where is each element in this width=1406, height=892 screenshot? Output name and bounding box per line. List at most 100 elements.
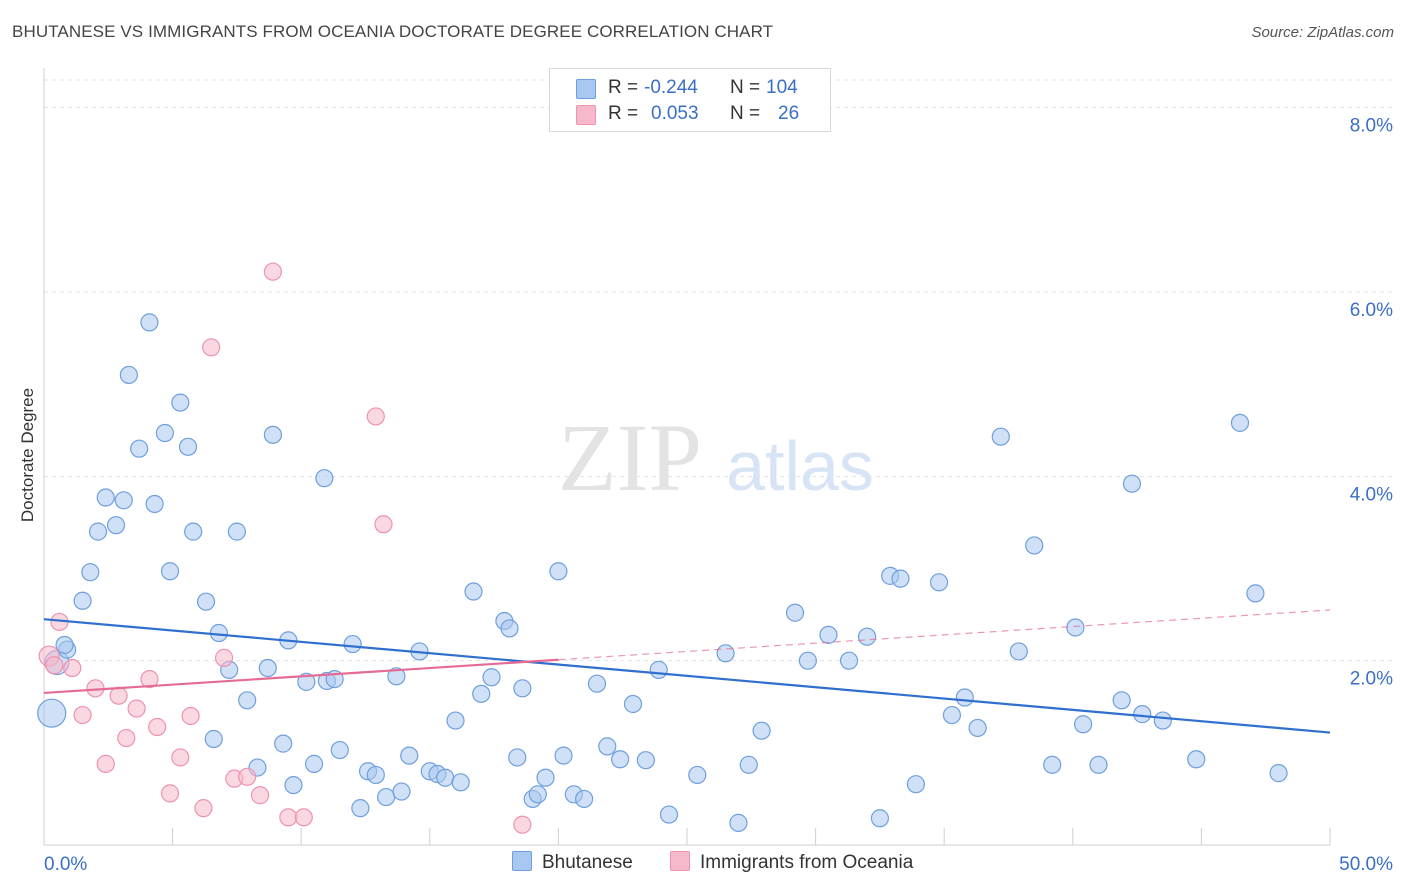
x-tick-label-min: 0.0% [44, 854, 87, 875]
data-point [636, 751, 655, 770]
data-point [117, 728, 136, 748]
legend-n-value: 104 [766, 77, 798, 98]
data-point [1089, 755, 1108, 774]
data-point [96, 754, 115, 773]
data-point [155, 423, 174, 443]
data-point [73, 591, 92, 610]
data-point [194, 799, 213, 818]
data-point [739, 755, 758, 774]
data-point [528, 785, 547, 804]
data-point [45, 656, 64, 675]
data-point [343, 634, 362, 654]
watermark: ZIP atlas [558, 404, 874, 511]
data-point [587, 674, 607, 693]
data-point [623, 694, 643, 714]
data-point [1122, 474, 1142, 493]
data-point [968, 718, 987, 738]
data-point [202, 338, 221, 357]
data-point [81, 563, 100, 582]
trend-line-oceania-extension [558, 609, 1331, 661]
data-point [376, 787, 396, 807]
data-point [374, 515, 393, 534]
bottom-legend-label: Bhutanese [542, 852, 633, 873]
data-point [73, 705, 92, 725]
legend-swatch-bhutanese [576, 79, 596, 99]
data-point [472, 684, 491, 703]
data-point [366, 407, 385, 426]
data-point [250, 786, 270, 805]
data-point [171, 393, 190, 412]
data-point [171, 748, 190, 767]
data-point [500, 619, 519, 638]
y-tick-label: 2.0% [1350, 669, 1393, 690]
data-point [729, 813, 748, 832]
data-point [119, 365, 138, 385]
trend-line-oceania [43, 658, 559, 695]
data-point [106, 516, 126, 535]
data-point [181, 706, 200, 726]
data-point [1133, 705, 1152, 724]
data-point [508, 748, 527, 767]
data-point [279, 808, 298, 827]
data-point [1187, 750, 1206, 769]
data-point [1246, 584, 1265, 603]
watermark-zip: ZIP [558, 404, 702, 511]
data-point [184, 522, 203, 541]
series-bhutanese-points [37, 313, 1288, 832]
gridlines [44, 79, 1392, 662]
legend-r-value: -0.244 [644, 77, 698, 98]
data-point [482, 668, 501, 687]
data-point [315, 469, 334, 488]
data-point [942, 705, 962, 725]
data-point [575, 789, 594, 809]
data-point [294, 808, 313, 827]
data-point [554, 746, 573, 765]
data-point [649, 660, 668, 679]
data-point [1073, 715, 1093, 734]
data-point [204, 729, 223, 749]
data-point [178, 437, 198, 456]
data-point [109, 686, 128, 705]
source-credit: Source: ZipAtlas.com [1251, 24, 1394, 41]
data-point [392, 782, 411, 801]
y-tick-label: 4.0% [1350, 484, 1393, 505]
data-point [263, 425, 283, 444]
data-point [160, 562, 180, 581]
data-point [752, 721, 771, 740]
bottom-legend-bhutanese: Bhutanese [512, 851, 633, 874]
data-point [870, 809, 890, 828]
data-point [55, 635, 74, 655]
data-point [1153, 711, 1172, 730]
data-point [148, 717, 167, 737]
bottom-legend-oceania: Immigrants from Oceania [670, 851, 913, 874]
data-point [513, 679, 532, 698]
data-point [436, 768, 455, 787]
series-oceania-points [38, 262, 532, 834]
data-point [513, 815, 532, 834]
bottom-legend-swatch [512, 851, 532, 871]
data-point [63, 658, 82, 678]
data-point [446, 711, 465, 730]
data-point [140, 313, 159, 332]
data-point [351, 799, 370, 818]
data-point [330, 740, 349, 760]
data-point [1112, 691, 1131, 710]
data-point [400, 746, 419, 765]
bottom-legend-label: Immigrants from Oceania [700, 852, 914, 873]
legend-row-bhutanese: R = -0.244 N = 104 [550, 75, 830, 101]
data-point [955, 688, 974, 707]
data-point [1009, 642, 1028, 661]
chart-title: BHUTANESE VS IMMIGRANTS FROM OCEANIA DOC… [12, 22, 774, 41]
data-point [819, 625, 838, 644]
data-point [1269, 764, 1288, 783]
data-point [263, 262, 283, 281]
data-point [258, 658, 277, 678]
legend-n-label: N = [730, 77, 761, 98]
data-point [549, 562, 568, 581]
trend-lines [43, 609, 1331, 734]
data-point [196, 592, 216, 611]
data-point [140, 669, 159, 689]
data-point [451, 773, 470, 792]
data-point [1043, 755, 1062, 774]
data-point [659, 805, 679, 824]
